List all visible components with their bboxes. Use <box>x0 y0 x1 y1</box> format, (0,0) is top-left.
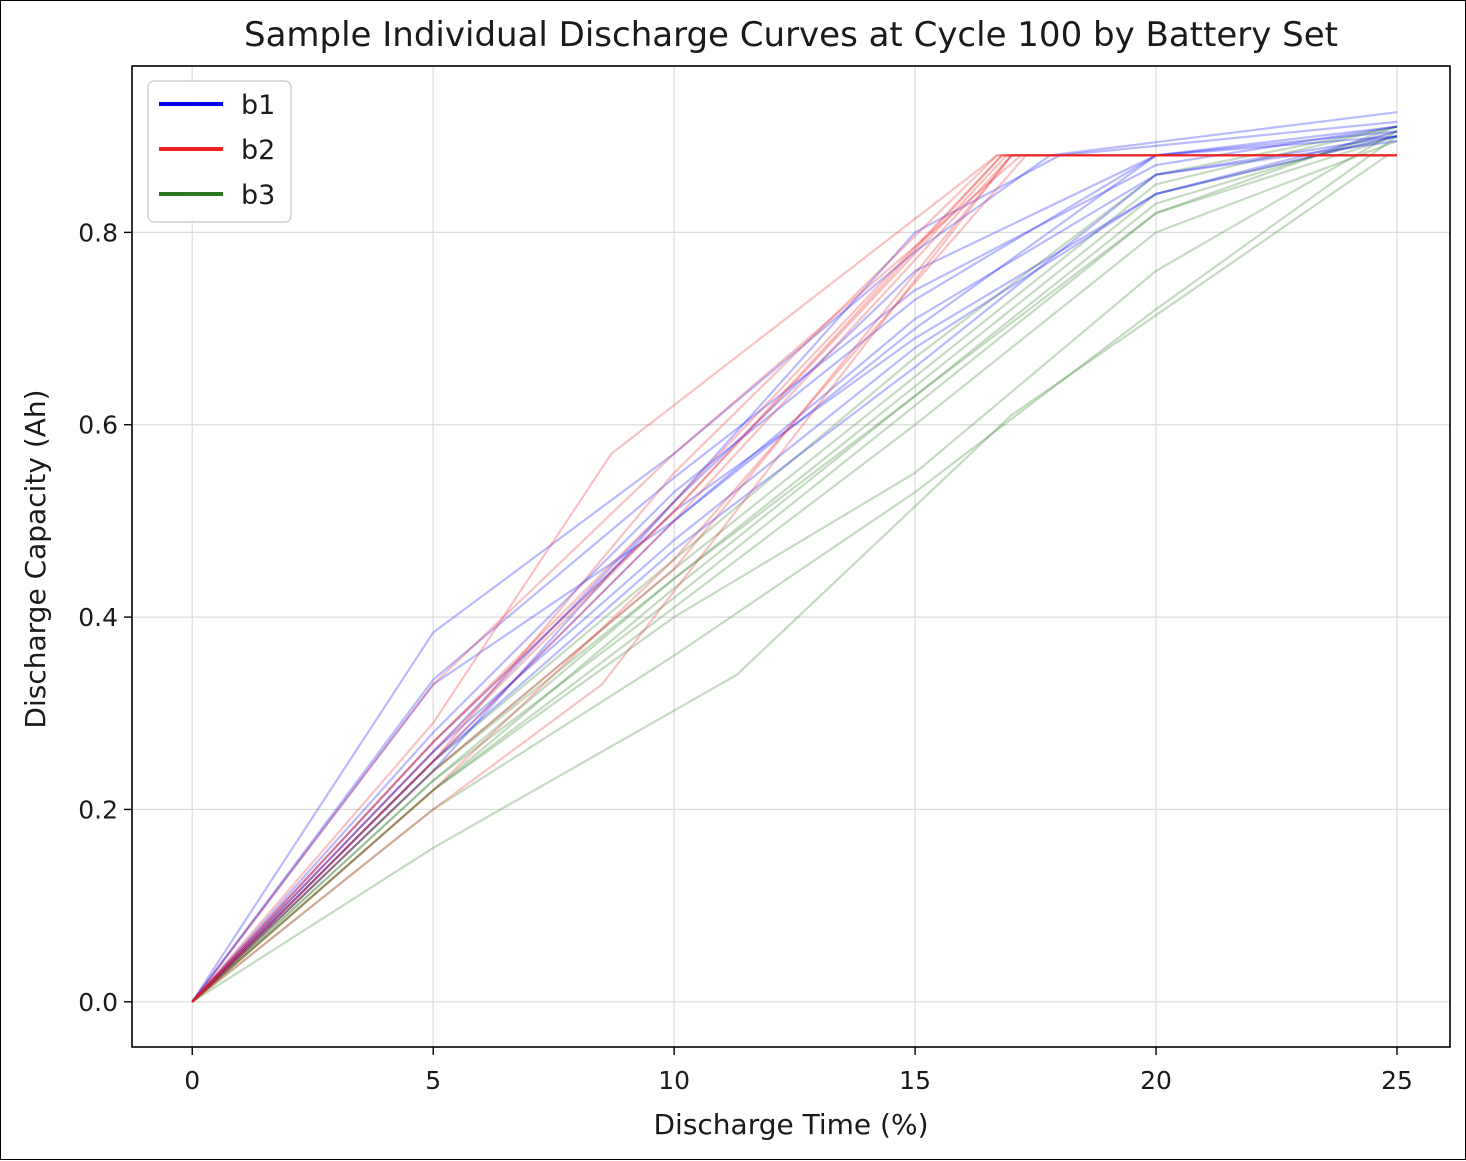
x-tick-label-0: 0 <box>184 1066 200 1095</box>
series-line-b2-14 <box>191 154 1397 1003</box>
legend-label-b3: b3 <box>241 180 275 211</box>
series-line-b2-19 <box>191 154 1397 1003</box>
x-tick-label-3: 15 <box>899 1066 931 1095</box>
series-line-b2-18 <box>191 154 1397 1003</box>
legend-box <box>147 80 292 223</box>
plot-area-border <box>131 65 1451 1048</box>
series-line-b3-28 <box>191 139 1398 1003</box>
series-line-b3-21 <box>191 135 1398 1003</box>
series-line-b1-1 <box>191 125 1398 1003</box>
series-line-b1-7 <box>191 130 1398 1003</box>
series-line-b1-8 <box>191 135 1398 1003</box>
y-tick-label-3: 0.6 <box>78 411 118 440</box>
x-axis-ticks: 0 5 10 15 20 25 <box>184 1047 1413 1095</box>
chart-title: Sample Individual Discharge Curves at Cy… <box>244 15 1338 55</box>
series-lines <box>191 111 1398 1003</box>
series-line-b2-13 <box>191 154 1397 1003</box>
series-line-b2-10 <box>191 154 1397 1003</box>
series-line-b2-17 <box>191 154 1397 1003</box>
series-line-b1-2 <box>191 130 1398 1003</box>
y-tick-label-2: 0.4 <box>78 603 118 632</box>
legend-label-b2: b2 <box>241 135 275 166</box>
y-tick-label-0: 0.0 <box>78 988 118 1017</box>
series-line-b3-29 <box>191 135 1398 1003</box>
y-tick-label-4: 0.8 <box>78 218 118 247</box>
series-line-b3-25 <box>191 125 1398 1003</box>
series-line-b3-23 <box>191 125 1398 1003</box>
series-line-b3-22 <box>191 130 1398 1003</box>
series-line-b2-15 <box>191 154 1397 1003</box>
series-line-b2-16 <box>191 154 1397 1003</box>
series-line-b2-11 <box>191 154 1397 1003</box>
x-tick-label-4: 20 <box>1140 1066 1172 1095</box>
series-line-b3-24 <box>191 130 1398 1003</box>
series-line-b1-6 <box>191 135 1398 1003</box>
grid <box>132 66 1450 1047</box>
series-line-b3-27 <box>191 125 1398 1003</box>
series-line-b1-5 <box>191 135 1398 1003</box>
series-line-b1-3 <box>191 125 1398 1003</box>
series-line-b1-0 <box>191 111 1398 1003</box>
series-line-b2-12 <box>191 154 1397 1003</box>
x-tick-label-2: 10 <box>658 1066 690 1095</box>
series-line-b1-9 <box>191 139 1398 1003</box>
y-axis-ticks: 0.0 0.2 0.4 0.6 0.8 <box>78 218 132 1017</box>
y-axis-label: Discharge Capacity (Ah) <box>19 389 52 728</box>
x-axis-label: Discharge Time (%) <box>653 1108 928 1141</box>
x-tick-label-1: 5 <box>425 1066 441 1095</box>
series-line-b3-20 <box>191 154 1389 1003</box>
series-line-b1-4 <box>191 120 1398 1003</box>
series-line-b3-26 <box>191 135 1398 1003</box>
legend-label-b1: b1 <box>241 90 275 121</box>
legend: b1 b2 b3 <box>147 80 292 223</box>
y-tick-label-1: 0.2 <box>78 795 118 824</box>
x-tick-label-5: 25 <box>1381 1066 1413 1095</box>
